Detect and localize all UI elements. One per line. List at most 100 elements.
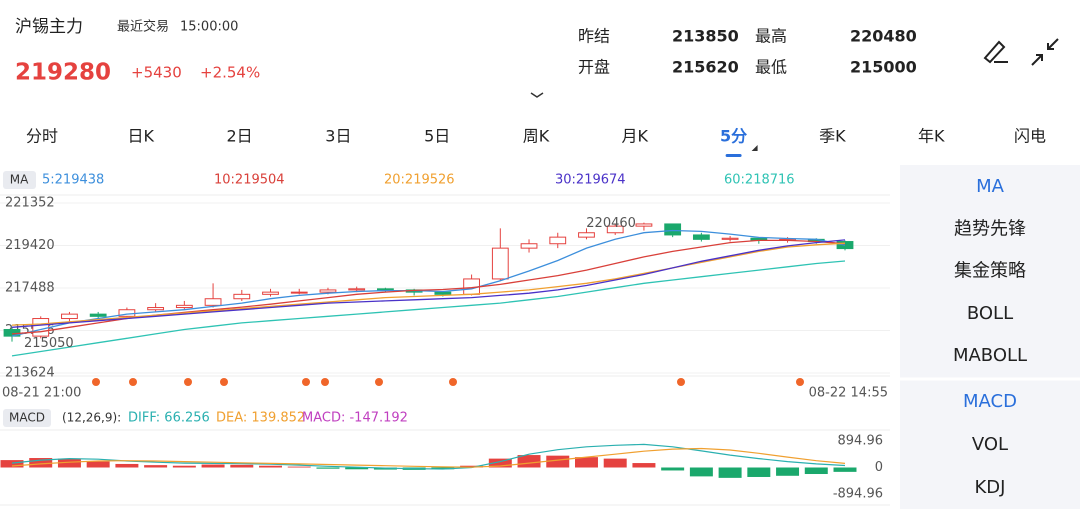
ma-badge (3, 171, 36, 189)
macd-bar (833, 467, 857, 472)
macd-bar (689, 467, 713, 477)
side-panel (900, 165, 1080, 509)
candle-body (32, 318, 50, 337)
legend-entry: 5:219438 (42, 173, 104, 188)
legend-entry: DIFF: 66.256 (128, 411, 210, 426)
y-tick-label: 213624 (5, 366, 55, 381)
tab[interactable]: 季K (819, 127, 846, 146)
quote-value: 215000 (850, 58, 917, 77)
quote-value: 220480 (850, 27, 917, 46)
macd-badge-text: MACD (9, 411, 45, 425)
edit-icon[interactable] (983, 40, 1008, 64)
side-item[interactable]: MABOLL (953, 345, 1027, 366)
quote-label: 昨结 (578, 27, 610, 46)
macd-bar (431, 467, 455, 470)
candle-body (606, 225, 624, 234)
candle-body (61, 313, 78, 320)
side-item[interactable]: 集金策略 (954, 261, 1026, 282)
tab[interactable]: 分时 (26, 127, 58, 146)
quote-label: 最低 (755, 58, 787, 77)
candle-body (348, 288, 366, 291)
macd-bar (86, 461, 110, 468)
candle-body (89, 313, 107, 317)
candle-body (175, 304, 193, 309)
candle-body (520, 243, 538, 249)
macd-bar (287, 466, 311, 468)
ma-line (11, 260, 846, 357)
quote-value: 213850 (672, 27, 739, 46)
macd-bar (0, 460, 24, 468)
y-tick-label: 219420 (5, 238, 55, 253)
candle-body (377, 288, 394, 291)
candle-body (434, 291, 452, 295)
last-price: 219280 (15, 60, 111, 86)
candle-body (578, 232, 595, 238)
side-item[interactable]: 趋势先锋 (954, 218, 1026, 239)
ma-line (11, 242, 846, 326)
tab[interactable]: 2日 (227, 127, 253, 146)
tab[interactable]: 5分 (720, 127, 747, 146)
candle-body (491, 247, 509, 280)
macd-line (11, 443, 846, 470)
macd-params: (12,26,9): (62, 411, 121, 425)
candle-body (147, 307, 165, 311)
macd-bar (488, 458, 512, 468)
macd-bar (804, 467, 828, 475)
candle-body (262, 291, 279, 295)
quote-label: 开盘 (578, 58, 610, 77)
macd-bar (201, 464, 225, 468)
legend-entry: 30:219674 (555, 173, 626, 188)
side-item[interactable]: MACD (963, 391, 1017, 412)
candle-body (721, 237, 739, 240)
expand-chevron[interactable] (530, 92, 544, 98)
tab[interactable]: 年K (918, 127, 945, 146)
event-dots (92, 378, 804, 386)
x-label: 08-22 14:55 (809, 386, 888, 401)
tab[interactable]: 5日 (424, 127, 450, 146)
y-tick-label: 217488 (5, 281, 55, 296)
change-pct: +2.54% (200, 64, 260, 82)
macd-line (11, 447, 846, 468)
y-tick-label: 221352 (5, 196, 55, 211)
y-tick-label: -894.96 (833, 487, 883, 502)
macd-bar (57, 458, 81, 468)
side-item[interactable]: MA (976, 176, 1005, 197)
legend-entry: MACD: -147.192 (302, 411, 408, 426)
macd-bar (316, 467, 340, 469)
macd-bar (29, 458, 53, 468)
macd-bar (259, 465, 283, 468)
candle-body (692, 234, 710, 240)
legend-entry: 20:219526 (384, 173, 455, 188)
tab[interactable]: 闪电 (1014, 127, 1046, 146)
macd-bar (546, 455, 570, 468)
ma-line (11, 239, 846, 328)
trade-time: 15:00:00 (180, 20, 238, 35)
macd-bar (776, 467, 800, 476)
tab[interactable]: 周K (523, 127, 550, 146)
quote-value: 215620 (672, 58, 739, 77)
macd-bar (747, 467, 771, 477)
candle-body (549, 236, 567, 245)
legend-entry: DEA: 139.852 (216, 411, 305, 426)
macd-bar (345, 467, 369, 470)
tab[interactable]: 3日 (325, 127, 351, 146)
tab-underline (725, 154, 742, 157)
tab[interactable]: 月K (622, 127, 649, 146)
x-label: 08-21 21:00 (2, 386, 81, 401)
y-tick-label: 0 (875, 460, 883, 475)
ma-line (11, 239, 846, 335)
quote-label: 最高 (755, 27, 787, 46)
macd-bar (574, 457, 598, 468)
change: +5430 (131, 64, 182, 82)
side-item[interactable]: BOLL (967, 303, 1013, 324)
side-item[interactable]: VOL (972, 434, 1008, 455)
side-item[interactable]: KDJ (975, 477, 1006, 498)
ma-badge-text: MA (10, 173, 29, 187)
macd-bar (632, 463, 656, 468)
low-label: 215050 (24, 336, 74, 351)
collapse-icon[interactable] (1031, 38, 1059, 66)
macd-bar (230, 464, 254, 468)
contract-name: 沪锡主力 (15, 17, 83, 37)
tab[interactable]: 日K (128, 127, 155, 146)
